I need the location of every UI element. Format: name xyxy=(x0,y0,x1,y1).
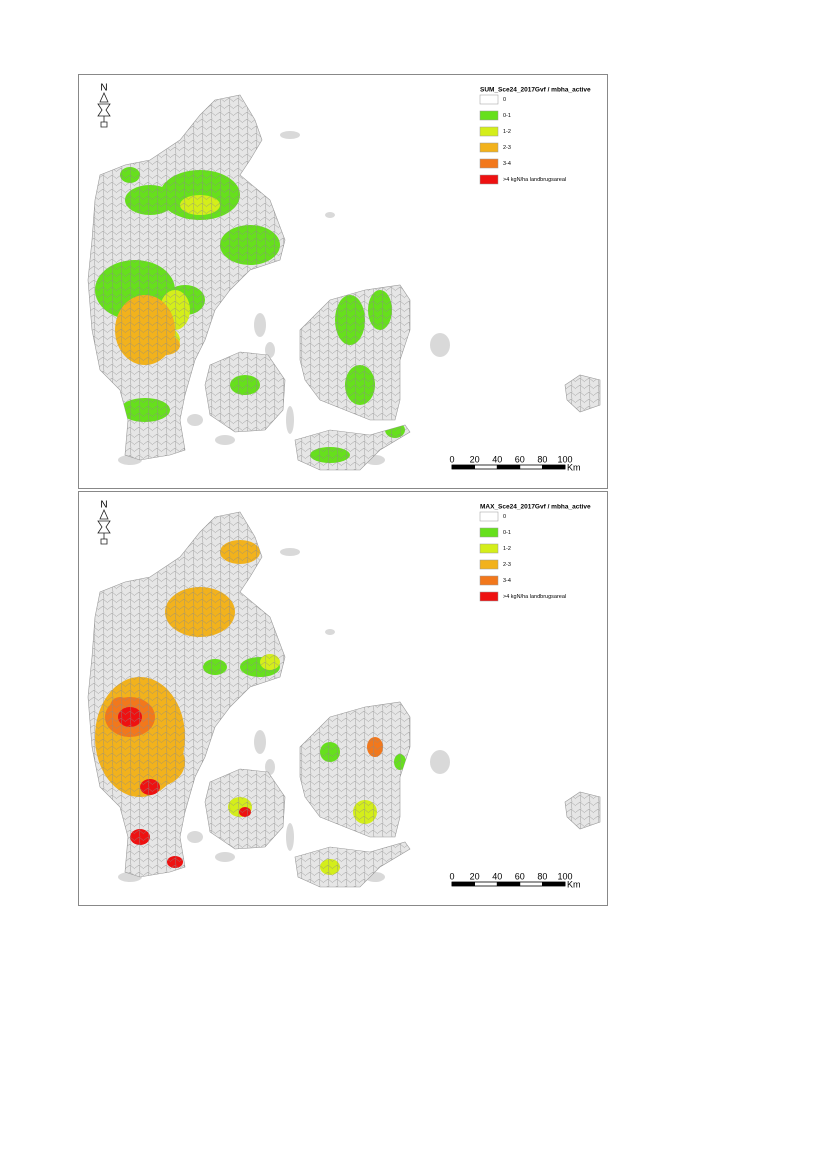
legend-swatch xyxy=(479,559,499,570)
scale-segment xyxy=(542,882,565,886)
minor-island xyxy=(265,759,275,775)
legend-swatch xyxy=(479,110,499,121)
scale-segment xyxy=(542,465,565,469)
scale-segment xyxy=(497,882,520,886)
scale-tick-label: 100 xyxy=(557,871,572,881)
legend-label: 1-2 xyxy=(503,129,511,135)
legend-title: MAX_Sce24_2017Gvf / mbha_active xyxy=(480,504,591,511)
scale-tick-label: 20 xyxy=(470,871,480,881)
minor-island xyxy=(280,548,300,556)
scale-segment xyxy=(497,465,520,469)
scale-tick-label: 80 xyxy=(537,871,547,881)
legend-label: 3-4 xyxy=(503,578,511,584)
scale-tick-label: 60 xyxy=(515,871,525,881)
legend-swatch xyxy=(479,94,499,105)
legend-label: 3-4 xyxy=(503,161,511,167)
scale-segment xyxy=(452,465,475,469)
legend-swatch xyxy=(479,575,499,586)
minor-island xyxy=(325,629,335,635)
minor-island xyxy=(187,414,203,426)
legend-swatch xyxy=(479,591,499,602)
scale-unit: Km xyxy=(567,879,581,889)
scale-tick-label: 0 xyxy=(449,454,454,464)
north-arrow xyxy=(97,92,111,128)
legend-swatch xyxy=(479,158,499,169)
minor-island xyxy=(215,435,235,445)
legend-label: 0 xyxy=(503,514,506,520)
legend-label: 0-1 xyxy=(503,113,511,119)
legend-label: 1-2 xyxy=(503,546,511,552)
scale-tick-label: 20 xyxy=(470,454,480,464)
minor-island xyxy=(325,212,335,218)
legend-swatch xyxy=(479,126,499,137)
scale-tick-label: 60 xyxy=(515,454,525,464)
legend-label: >4 kgN/ha landbrugsareal xyxy=(503,594,566,600)
scale-tick-label: 40 xyxy=(492,454,502,464)
scale-tick-label: 0 xyxy=(449,871,454,881)
map-panel: N SUM_Sce24_2017Gvf / mbha_active 0 0-1 1-2 2… xyxy=(78,74,608,489)
bornholm-borders xyxy=(565,792,600,829)
scale-tick-label: 40 xyxy=(492,871,502,881)
legend-swatch xyxy=(479,527,499,538)
scale-tick-label: 80 xyxy=(537,454,547,464)
scale-segment xyxy=(452,882,475,886)
bornholm-borders xyxy=(565,375,600,412)
legend-label: 0 xyxy=(503,97,506,103)
minor-island xyxy=(265,342,275,358)
scale-unit: Km xyxy=(567,462,581,472)
minor-island xyxy=(280,131,300,139)
legend-swatch xyxy=(479,511,499,522)
scale-tick-label: 100 xyxy=(557,454,572,464)
minor-island xyxy=(430,750,450,774)
minor-island xyxy=(187,831,203,843)
north-label: N xyxy=(100,83,107,94)
legend-title: SUM_Sce24_2017Gvf / mbha_active xyxy=(480,87,591,94)
north-label: N xyxy=(100,500,107,511)
map-panel: N MAX_Sce24_2017Gvf / mbha_active 0 0-1 1-2 2… xyxy=(78,491,608,906)
minor-island xyxy=(254,730,266,754)
legend-swatch xyxy=(479,174,499,185)
legend-label: 2-3 xyxy=(503,562,511,568)
legend-label: >4 kgN/ha landbrugsareal xyxy=(503,177,566,183)
minor-island xyxy=(286,823,294,851)
legend-label: 2-3 xyxy=(503,145,511,151)
legend-label: 0-1 xyxy=(503,530,511,536)
legend-swatch xyxy=(479,142,499,153)
north-arrow xyxy=(97,509,111,545)
minor-island xyxy=(430,333,450,357)
minor-island xyxy=(215,852,235,862)
minor-island xyxy=(254,313,266,337)
minor-island xyxy=(286,406,294,434)
legend-swatch xyxy=(479,543,499,554)
